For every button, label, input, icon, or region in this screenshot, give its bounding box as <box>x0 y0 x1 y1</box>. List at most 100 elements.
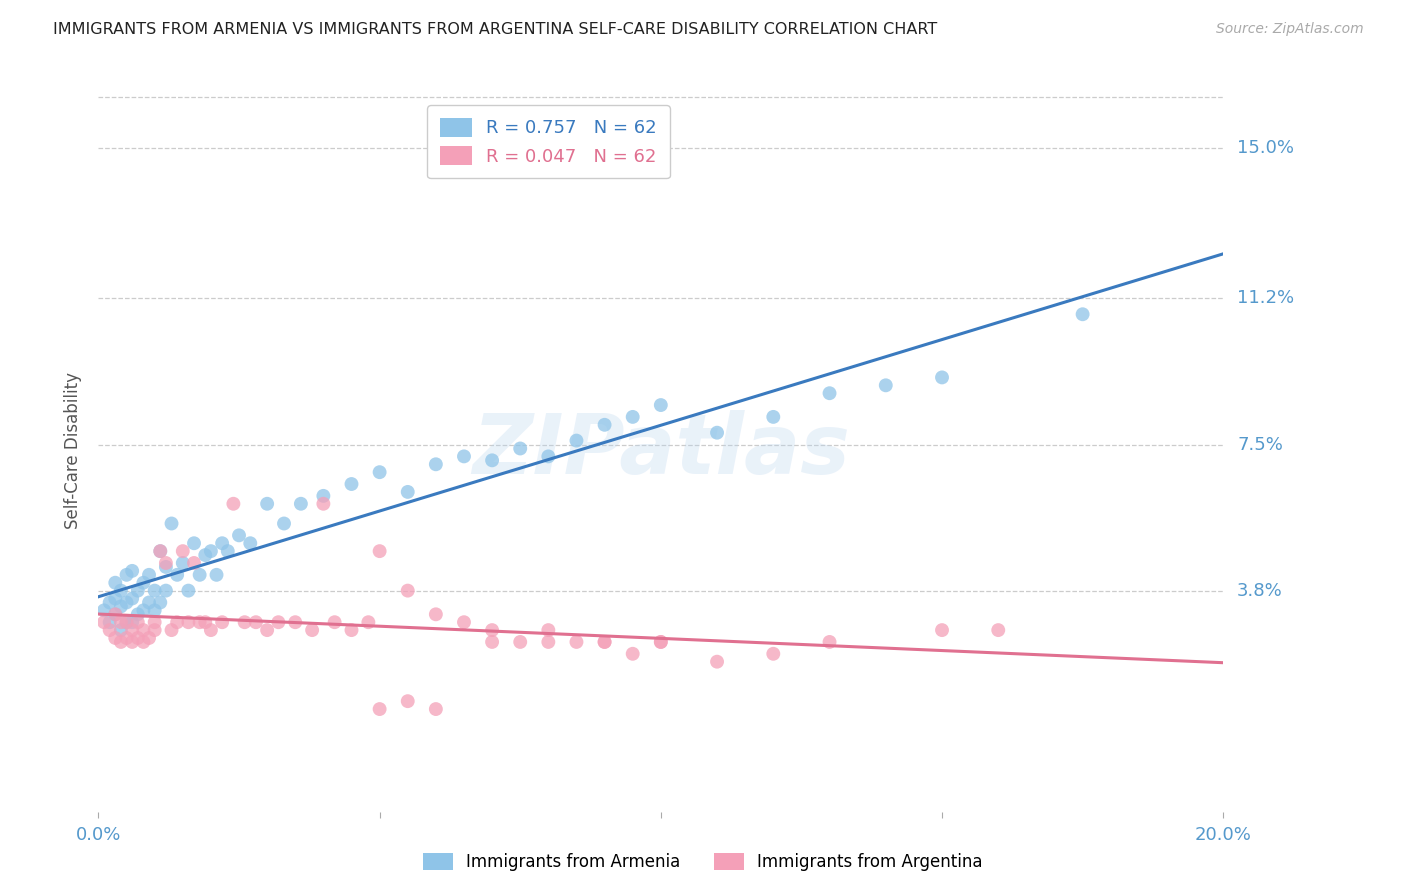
Legend: Immigrants from Armenia, Immigrants from Argentina: Immigrants from Armenia, Immigrants from… <box>415 845 991 880</box>
Point <box>127 583 149 598</box>
Point <box>228 528 250 542</box>
Point <box>211 536 233 550</box>
Point <box>177 615 200 630</box>
Point <box>650 635 672 649</box>
Point <box>706 655 728 669</box>
Point <box>875 378 897 392</box>
Point <box>931 370 953 384</box>
Point <box>481 635 503 649</box>
Point <box>115 631 138 645</box>
Point <box>200 544 222 558</box>
Point <box>323 615 346 630</box>
Point <box>138 631 160 645</box>
Point <box>121 591 143 606</box>
Text: Source: ZipAtlas.com: Source: ZipAtlas.com <box>1216 22 1364 37</box>
Point <box>621 409 644 424</box>
Point <box>172 544 194 558</box>
Point <box>127 615 149 630</box>
Point <box>104 591 127 606</box>
Point <box>188 615 211 630</box>
Point <box>368 544 391 558</box>
Point <box>143 615 166 630</box>
Point <box>706 425 728 440</box>
Point <box>98 595 121 609</box>
Point <box>121 635 143 649</box>
Text: IMMIGRANTS FROM ARMENIA VS IMMIGRANTS FROM ARGENTINA SELF-CARE DISABILITY CORREL: IMMIGRANTS FROM ARMENIA VS IMMIGRANTS FR… <box>53 22 938 37</box>
Point <box>256 497 278 511</box>
Point <box>537 450 560 464</box>
Point <box>256 623 278 637</box>
Text: 15.0%: 15.0% <box>1237 139 1294 157</box>
Point <box>143 603 166 617</box>
Point <box>188 567 211 582</box>
Point <box>650 635 672 649</box>
Point <box>172 556 194 570</box>
Point <box>115 567 138 582</box>
Point <box>396 694 419 708</box>
Point <box>217 544 239 558</box>
Text: 3.8%: 3.8% <box>1237 582 1282 599</box>
Point <box>138 595 160 609</box>
Point <box>132 603 155 617</box>
Point <box>200 623 222 637</box>
Point <box>565 635 588 649</box>
Point <box>149 544 172 558</box>
Point <box>537 635 560 649</box>
Point <box>593 635 616 649</box>
Point <box>425 607 447 622</box>
Point <box>155 560 177 574</box>
Point <box>127 631 149 645</box>
Point <box>132 635 155 649</box>
Point <box>239 536 262 550</box>
Point <box>155 556 177 570</box>
Point <box>183 556 205 570</box>
Point <box>194 548 217 562</box>
Point <box>110 583 132 598</box>
Point <box>368 465 391 479</box>
Point <box>1071 307 1094 321</box>
Point <box>98 623 121 637</box>
Point <box>453 615 475 630</box>
Point <box>132 623 155 637</box>
Point <box>425 702 447 716</box>
Point <box>93 615 115 630</box>
Text: 7.5%: 7.5% <box>1237 435 1284 453</box>
Point <box>104 575 127 590</box>
Point <box>110 623 132 637</box>
Point <box>481 623 503 637</box>
Point <box>155 583 177 598</box>
Point <box>183 536 205 550</box>
Point <box>312 489 335 503</box>
Point <box>211 615 233 630</box>
Point <box>762 409 785 424</box>
Point <box>110 615 132 630</box>
Point <box>565 434 588 448</box>
Point <box>931 623 953 637</box>
Y-axis label: Self-Care Disability: Self-Care Disability <box>63 372 82 529</box>
Point <box>357 615 380 630</box>
Point <box>132 575 155 590</box>
Point <box>143 623 166 637</box>
Point <box>93 603 115 617</box>
Point <box>301 623 323 637</box>
Point <box>453 450 475 464</box>
Point <box>290 497 312 511</box>
Point <box>149 595 172 609</box>
Point <box>273 516 295 531</box>
Point <box>121 615 143 630</box>
Point <box>104 607 127 622</box>
Point <box>987 623 1010 637</box>
Point <box>104 607 127 622</box>
Point <box>396 583 419 598</box>
Point <box>818 386 841 401</box>
Point <box>205 567 228 582</box>
Point <box>149 544 172 558</box>
Point <box>621 647 644 661</box>
Point <box>127 607 149 622</box>
Point <box>222 497 245 511</box>
Point <box>110 599 132 614</box>
Point <box>194 615 217 630</box>
Point <box>425 457 447 471</box>
Point <box>340 477 363 491</box>
Legend: R = 0.757   N = 62, R = 0.047   N = 62: R = 0.757 N = 62, R = 0.047 N = 62 <box>427 105 669 178</box>
